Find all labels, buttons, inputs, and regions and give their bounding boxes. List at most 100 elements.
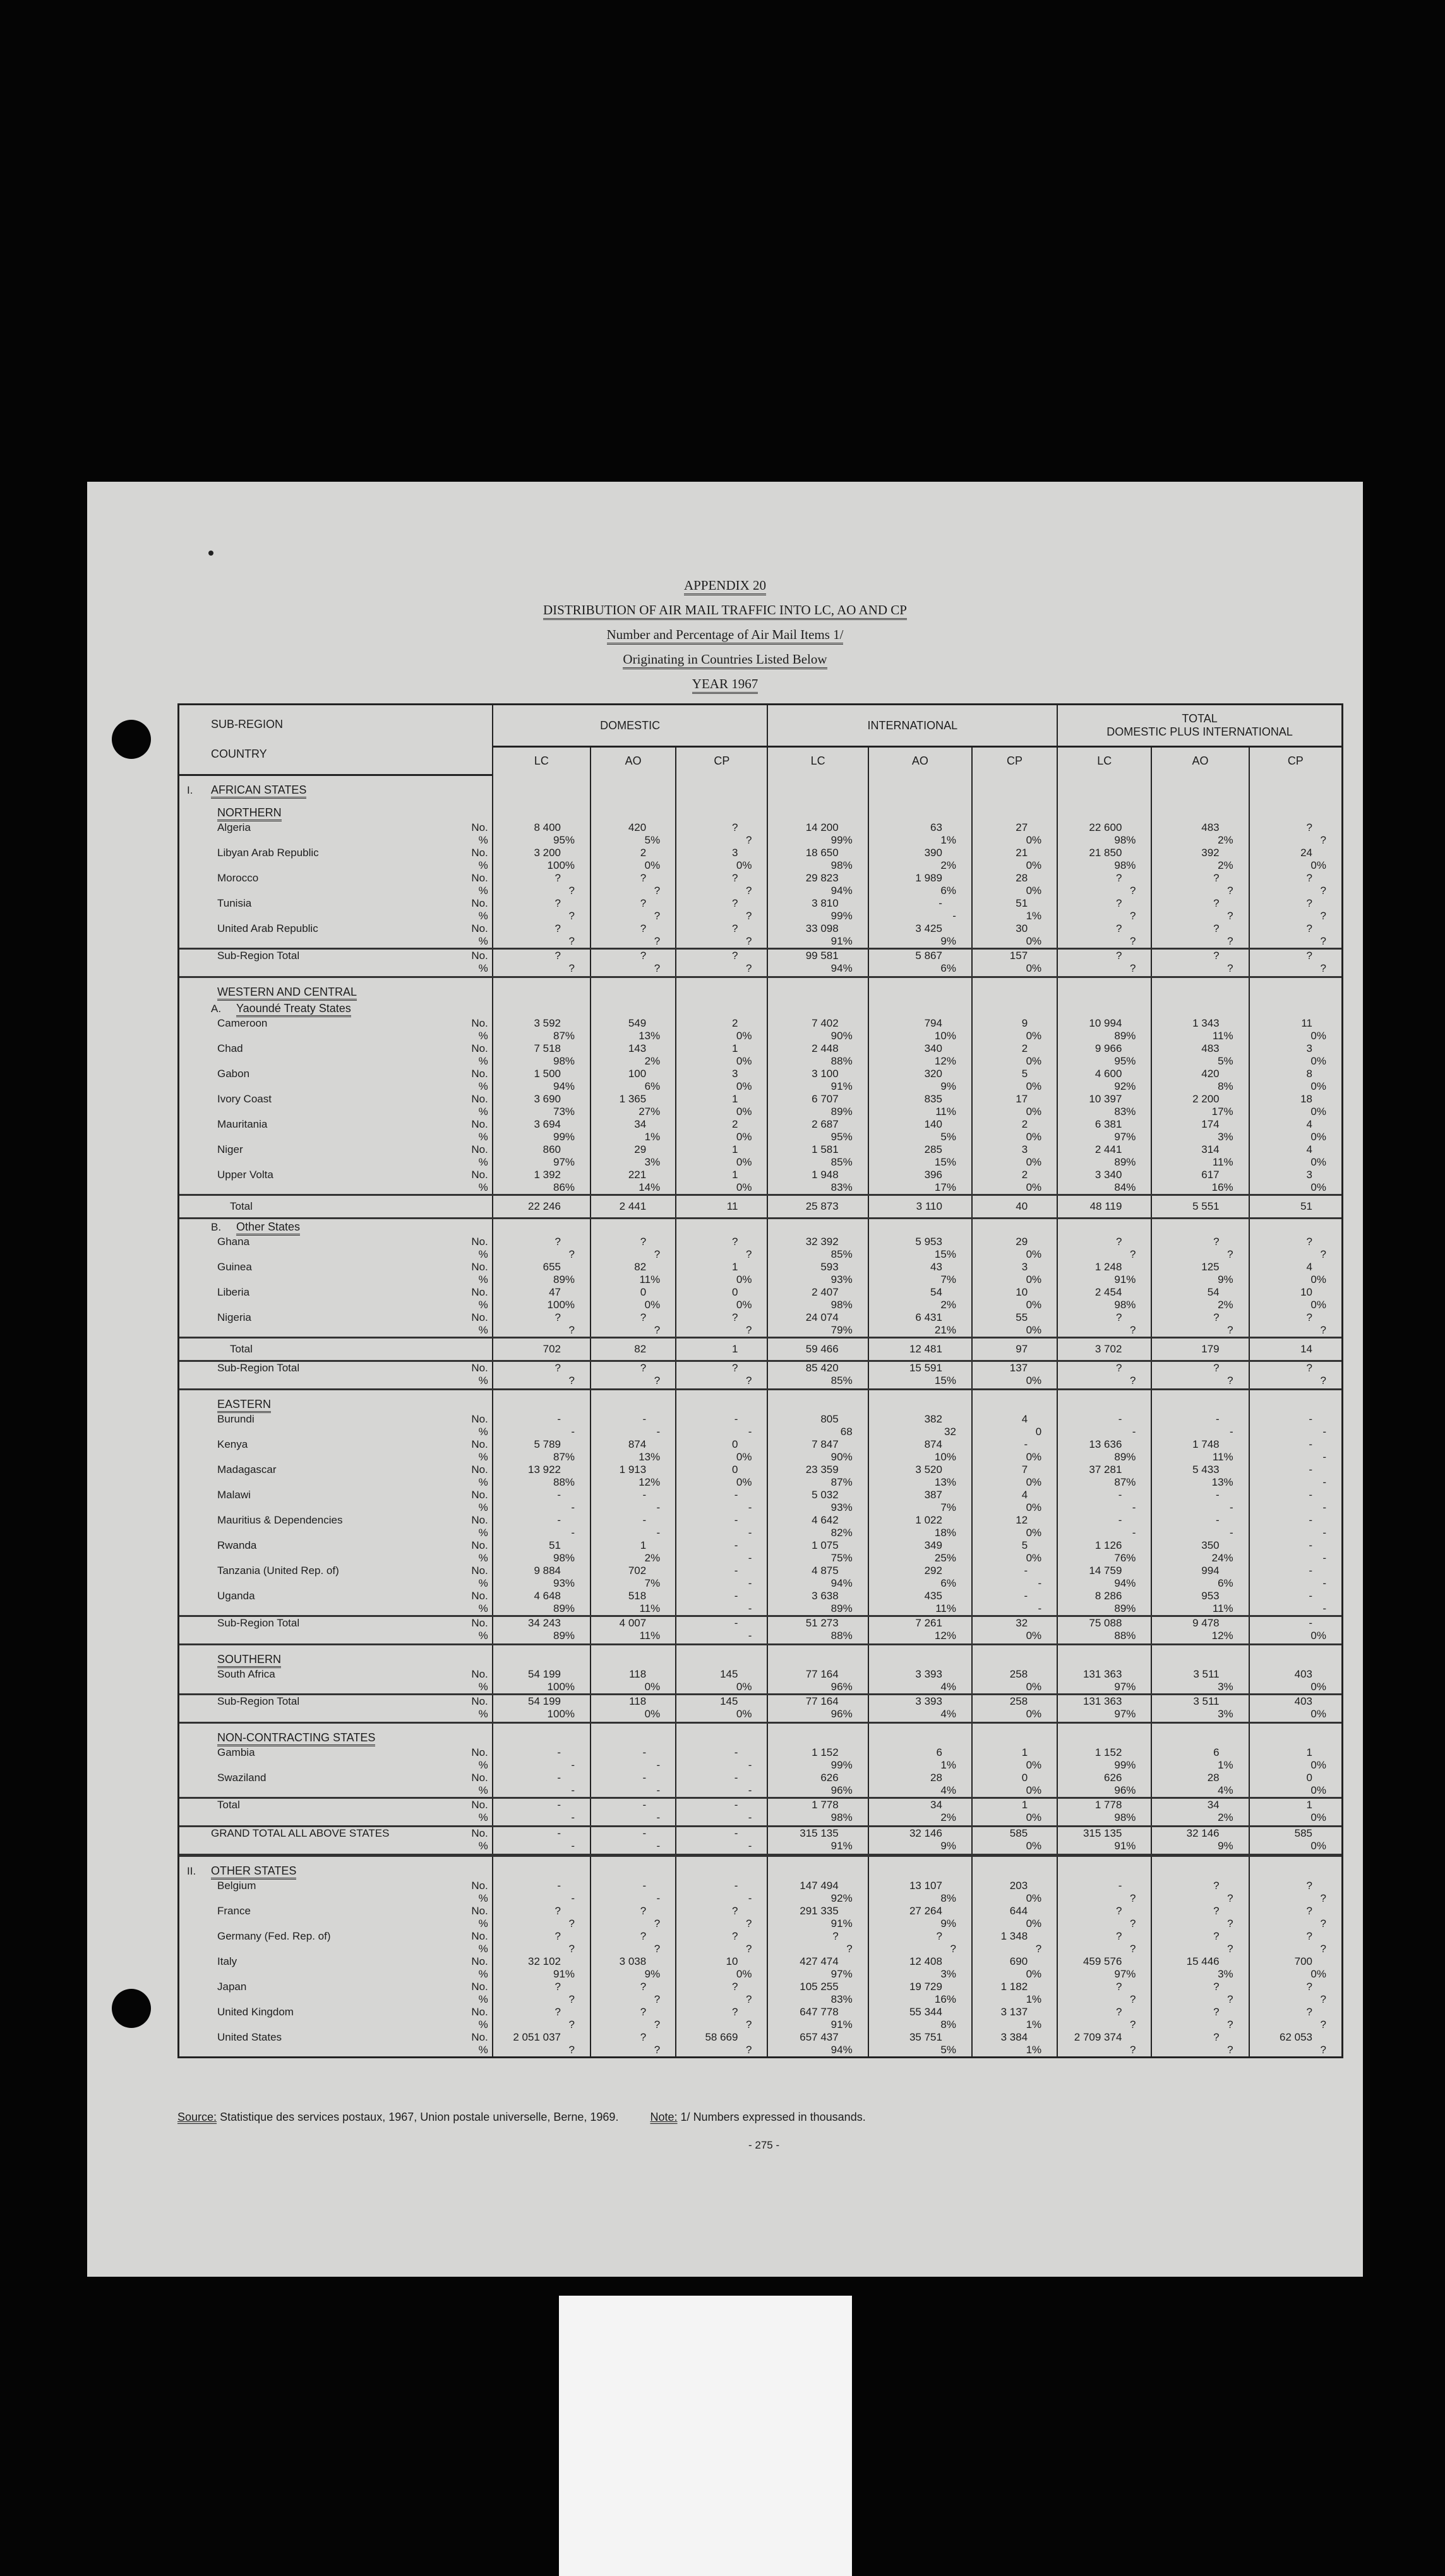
value-no: 291 335 [800,1904,839,1917]
value-cell: -- [675,1825,768,1857]
value-pct: 99% [830,909,853,922]
value-cell: -- [590,1513,676,1539]
value-cell: 3 200 100% [491,846,591,872]
value-pct: - [1038,1577,1042,1589]
value-no: - [557,1746,561,1758]
value-no: 179 [1201,1342,1220,1355]
row-label: Tanzania (United Rep. of) [179,1565,469,1590]
value-no: 3 [731,846,738,859]
value-pct: 98% [553,1054,575,1067]
country-row: Libyan Arab Republic No.% 3 200 100% 2 0% 3 0% 1… [179,846,1341,872]
country-row: France No.%?????? 291 335 91% 27 264 9% 644 0%?… [179,1904,1341,1930]
value-no: 1 500 [534,1067,561,1080]
value-no: ? [555,1929,561,1942]
value-pct: ? [1227,934,1233,947]
empty-cell [1248,977,1341,1001]
value-cell: 131 363 97% [1057,1693,1152,1724]
value-pct: 24% [1211,1551,1233,1564]
row-label: Uganda [179,1590,469,1616]
row-label: Tunisia [179,897,469,922]
country-row: Mauritius & Dependencies No.% - - - - - -4 642 8… [179,1513,1341,1539]
value-no: - [557,1879,561,1892]
unit-pct: % [478,1892,488,1904]
value-no: 147 494 [800,1879,839,1892]
value-pct: - [1132,1501,1136,1513]
value-no: ? [1115,1980,1122,1993]
unit-no: No. [471,871,488,884]
value-cell: 55 0% [971,1311,1058,1337]
value-no: ? [555,1361,561,1374]
value-pct: ? [1227,1993,1233,2005]
unit-cell: No.% [469,1093,493,1118]
value-cell: 77 164 96% [767,1693,868,1724]
value-cell: 143 2% [590,1042,676,1068]
value-cell: -- [590,1825,676,1857]
value-cell: 97 [971,1336,1058,1362]
value-pct: 98% [1114,859,1136,871]
section-heading-cell: A. Yaoundé Treaty States [179,1001,493,1017]
value-pct: 1% [1026,2018,1042,2030]
value-pct: 0% [1026,934,1042,947]
row-name: Nigeria [217,1311,251,1323]
value-pct: - [748,1784,752,1796]
value-cell: ?? [491,922,591,948]
value-no: - [1024,1589,1028,1602]
value-pct: - [1322,1476,1326,1488]
value-cell: 9 884 93% [491,1564,591,1590]
value-cell: 2 0% [971,1042,1058,1068]
value-no: 28 [930,1771,942,1784]
value-cell: ?? [867,1929,972,1955]
value-no: 4 [1021,1488,1028,1501]
value-no: - [1118,1513,1122,1526]
value-pct: 99% [830,833,853,846]
row-label: Sub-Region Total [179,1693,469,1724]
value-no: 258 [1009,1695,1028,1707]
value-pct: - [1322,1501,1326,1513]
value-no: 403 [1294,1695,1312,1707]
value-cell: 285 15% [867,1143,972,1169]
value-pct: - [748,1758,752,1771]
column-header-ao: AO [867,746,972,775]
value-no: 1 [731,1342,738,1355]
country-row: Cameroon No.% 3 592 87% 549 13% 2 0% 7 402 90% 794… [179,1017,1341,1042]
value-no: 549 [628,1017,647,1029]
value-pct: - [748,1811,752,1823]
airmail-table: SUB-REGION COUNTRY DOMESTIC INTERNATIONA… [177,703,1343,2058]
empty-cell [1057,1644,1152,1668]
unit-cell: No.% [469,1068,493,1093]
row-name: Swaziland [217,1771,267,1784]
value-no: 0 [640,1285,647,1298]
unit-cell: No.% [469,1590,493,1616]
value-cell: ?? [1151,871,1249,897]
value-no: 3 511 [1193,1667,1220,1680]
row-label: Total [179,1796,469,1827]
value-pct: ? [654,1248,661,1260]
value-cell: 702 7% [590,1564,676,1590]
value-no: 427 474 [800,1955,839,1967]
value-no: 1 [1021,1746,1028,1758]
value-pct: ? [1129,1942,1136,1955]
value-cell: -- [491,1879,591,1905]
value-cell: 1 913 12% [590,1463,676,1489]
value-pct: 97% [830,1967,853,1980]
value-cell: 626 96% [1057,1771,1152,1798]
value-pct: 99% [553,1130,575,1143]
unit-no: No. [471,1955,488,1967]
value-cell: 2 454 98% [1057,1285,1152,1311]
empty-cell [491,798,591,821]
value-cell: 390 2% [867,846,972,872]
value-no: 320 [924,1067,942,1080]
country-row: Japan No.%?????? 105 255 83% 19 729 16% 1 182 1… [179,1980,1341,2006]
value-no: 33 098 [805,922,839,934]
unit-pct: % [478,909,488,922]
value-pct: 95% [553,833,575,846]
unit-cell: No.% [468,1359,493,1390]
value-no: 4 642 [812,1513,839,1526]
value-no: 874 [628,1438,647,1450]
country-row: South Africa No.% 54 199 100% 118 0% 145 0% 77 1… [179,1667,1341,1694]
value-no: - [734,1564,738,1577]
value-no: 1 948 [812,1168,839,1181]
value-cell: 118 0% [590,1667,676,1694]
value-no: 0 [1021,1771,1028,1784]
value-cell: 387 7% [867,1488,972,1514]
